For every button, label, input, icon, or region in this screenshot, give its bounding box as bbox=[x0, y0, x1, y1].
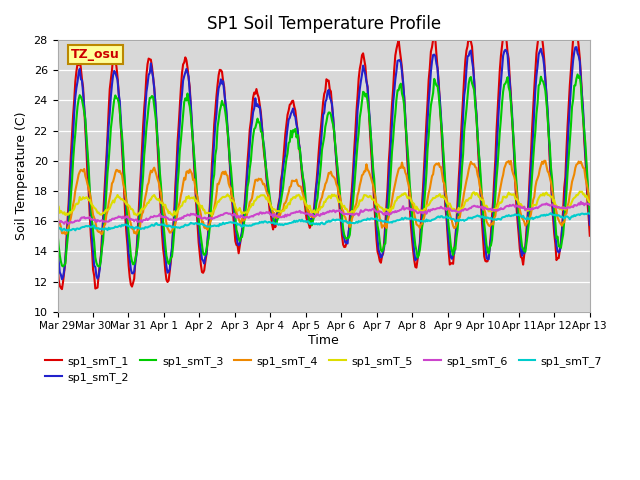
sp1_smT_3 bbox=[353, 156, 360, 161]
Text: TZ_osu: TZ_osu bbox=[71, 48, 120, 61]
sp1_smT_5 bbox=[576, 189, 584, 194]
sp1_smT_7 bbox=[547, 210, 555, 216]
sp1_smT_5 bbox=[353, 205, 360, 211]
sp1_smT_6 bbox=[378, 210, 386, 216]
sp1_smT_3 bbox=[378, 249, 386, 254]
Legend: sp1_smT_1, sp1_smT_2, sp1_smT_3, sp1_smT_4, sp1_smT_5, sp1_smT_6, sp1_smT_7: sp1_smT_1, sp1_smT_2, sp1_smT_3, sp1_smT… bbox=[40, 351, 607, 387]
sp1_smT_7 bbox=[64, 228, 72, 234]
sp1_smT_7 bbox=[220, 221, 228, 227]
sp1_smT_3 bbox=[220, 102, 228, 108]
Line: sp1_smT_4: sp1_smT_4 bbox=[58, 161, 590, 234]
sp1_smT_4 bbox=[378, 225, 386, 230]
sp1_smT_6 bbox=[65, 221, 72, 227]
sp1_smT_7 bbox=[586, 211, 594, 217]
sp1_smT_3 bbox=[538, 77, 546, 83]
sp1_smT_3 bbox=[573, 72, 581, 77]
sp1_smT_5 bbox=[586, 199, 594, 205]
Line: sp1_smT_1: sp1_smT_1 bbox=[58, 30, 590, 289]
sp1_smT_2 bbox=[279, 165, 287, 171]
sp1_smT_4 bbox=[220, 171, 228, 177]
sp1_smT_5 bbox=[220, 194, 228, 200]
sp1_smT_2 bbox=[353, 132, 360, 137]
sp1_smT_2 bbox=[573, 44, 580, 50]
sp1_smT_4 bbox=[540, 161, 547, 167]
sp1_smT_1 bbox=[279, 159, 287, 165]
Line: sp1_smT_5: sp1_smT_5 bbox=[58, 192, 590, 216]
sp1_smT_5 bbox=[538, 192, 546, 198]
sp1_smT_2 bbox=[378, 253, 386, 259]
X-axis label: Time: Time bbox=[308, 334, 339, 347]
sp1_smT_7 bbox=[538, 212, 546, 218]
sp1_smT_2 bbox=[586, 222, 594, 228]
sp1_smT_3 bbox=[60, 264, 67, 269]
sp1_smT_5 bbox=[446, 201, 454, 206]
sp1_smT_1 bbox=[54, 261, 61, 266]
sp1_smT_3 bbox=[586, 210, 594, 216]
sp1_smT_4 bbox=[446, 211, 454, 216]
sp1_smT_1 bbox=[586, 233, 594, 239]
sp1_smT_4 bbox=[54, 214, 61, 220]
sp1_smT_3 bbox=[279, 184, 287, 190]
sp1_smT_6 bbox=[353, 211, 360, 216]
sp1_smT_6 bbox=[586, 202, 594, 208]
sp1_smT_7 bbox=[54, 224, 61, 229]
Line: sp1_smT_7: sp1_smT_7 bbox=[58, 213, 590, 231]
sp1_smT_1 bbox=[378, 253, 386, 259]
sp1_smT_2 bbox=[538, 51, 546, 57]
sp1_smT_7 bbox=[353, 219, 360, 225]
sp1_smT_5 bbox=[378, 205, 386, 211]
sp1_smT_2 bbox=[54, 245, 61, 251]
sp1_smT_6 bbox=[279, 213, 287, 219]
Line: sp1_smT_3: sp1_smT_3 bbox=[58, 74, 590, 266]
sp1_smT_5 bbox=[169, 213, 177, 218]
sp1_smT_2 bbox=[58, 276, 66, 282]
sp1_smT_3 bbox=[54, 230, 61, 236]
sp1_smT_1 bbox=[220, 84, 228, 90]
sp1_smT_7 bbox=[279, 222, 287, 228]
sp1_smT_1 bbox=[353, 109, 360, 115]
sp1_smT_1 bbox=[58, 286, 66, 292]
sp1_smT_1 bbox=[446, 262, 454, 267]
sp1_smT_4 bbox=[507, 158, 515, 164]
sp1_smT_6 bbox=[577, 199, 585, 204]
sp1_smT_1 bbox=[572, 27, 579, 33]
Y-axis label: Soil Temperature (C): Soil Temperature (C) bbox=[15, 112, 28, 240]
sp1_smT_2 bbox=[220, 89, 228, 95]
sp1_smT_6 bbox=[220, 211, 228, 216]
sp1_smT_4 bbox=[98, 231, 106, 237]
Line: sp1_smT_6: sp1_smT_6 bbox=[58, 202, 590, 224]
sp1_smT_5 bbox=[54, 202, 61, 208]
sp1_smT_6 bbox=[54, 217, 61, 223]
sp1_smT_4 bbox=[586, 200, 594, 205]
sp1_smT_7 bbox=[446, 215, 454, 220]
Title: SP1 Soil Temperature Profile: SP1 Soil Temperature Profile bbox=[207, 15, 441, 33]
sp1_smT_4 bbox=[353, 200, 360, 206]
sp1_smT_5 bbox=[279, 208, 287, 214]
Line: sp1_smT_2: sp1_smT_2 bbox=[58, 47, 590, 279]
sp1_smT_2 bbox=[446, 247, 454, 253]
sp1_smT_4 bbox=[279, 207, 287, 213]
sp1_smT_3 bbox=[446, 232, 454, 238]
sp1_smT_6 bbox=[446, 206, 454, 212]
sp1_smT_6 bbox=[538, 202, 546, 207]
sp1_smT_1 bbox=[538, 34, 546, 40]
sp1_smT_7 bbox=[378, 218, 386, 224]
